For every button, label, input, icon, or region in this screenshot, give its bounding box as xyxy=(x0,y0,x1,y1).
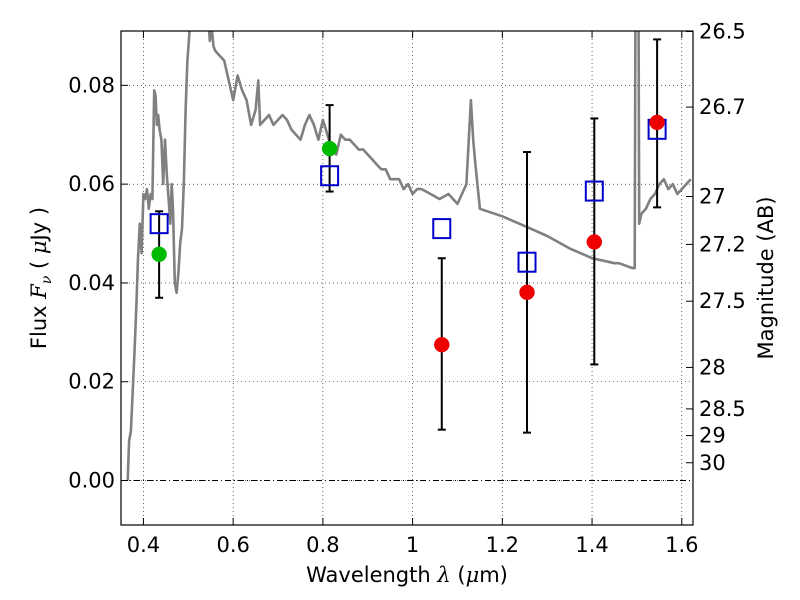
y2-tick-label: 26.5 xyxy=(699,19,746,43)
grid xyxy=(121,31,693,525)
x-tick-label: 1.6 xyxy=(665,533,698,557)
x-tick-label: 1.2 xyxy=(486,533,519,557)
observed_optical-point xyxy=(321,140,338,157)
y2-tick-label: 28 xyxy=(699,355,726,379)
y2-tick-label: 27 xyxy=(699,184,726,208)
model-photometry-square xyxy=(320,165,340,187)
y2-tick-label: 28.5 xyxy=(699,397,746,421)
observed_nir-point xyxy=(519,284,535,301)
y-tick-label: 0.08 xyxy=(68,73,115,97)
y2-tick-label: 27.5 xyxy=(699,289,746,313)
y-tick-label: 0.04 xyxy=(68,271,115,295)
x-tick-label: 0.6 xyxy=(216,533,249,557)
observed_optical-point xyxy=(151,246,167,263)
x-tick-label: 0.8 xyxy=(306,533,339,557)
y-axis-title: Flux Fν ( μJy ) xyxy=(27,207,55,349)
plot-area xyxy=(126,31,692,481)
y2-tick-label: 26.7 xyxy=(699,95,746,119)
x-axis-title: Wavelength λ (μm) xyxy=(306,563,508,587)
plot-frame xyxy=(120,30,694,526)
y2-tick-label: 29 xyxy=(699,424,726,448)
y-tick-label: 0.00 xyxy=(68,469,115,493)
y2-axis-title: Magnitude (AB) xyxy=(754,196,778,359)
y2-tick-label: 30 xyxy=(699,451,726,475)
model-photometry-square xyxy=(584,180,604,202)
model-photometry-square xyxy=(432,218,452,240)
model-spectrum-line xyxy=(126,31,692,481)
x-tick-label: 1 xyxy=(406,533,419,557)
y-tick-label: 0.02 xyxy=(68,370,115,394)
x-tick-label: 0.4 xyxy=(127,533,160,557)
observed_nir-point xyxy=(649,114,665,131)
model-photometry-square xyxy=(149,213,169,235)
y2-tick-label: 27.2 xyxy=(699,232,746,256)
ticks: 0.4 0.6 0.8 1 1.2 1.4 1.6 0.00 0.02 0.04 0.06 0.08 2… xyxy=(68,19,746,557)
observed_nir-point xyxy=(434,336,450,353)
x-tick-label: 1.4 xyxy=(575,533,608,557)
model-photometry-square xyxy=(517,251,537,273)
y-tick-label: 0.06 xyxy=(68,172,115,196)
observed_nir-point xyxy=(586,234,603,250)
